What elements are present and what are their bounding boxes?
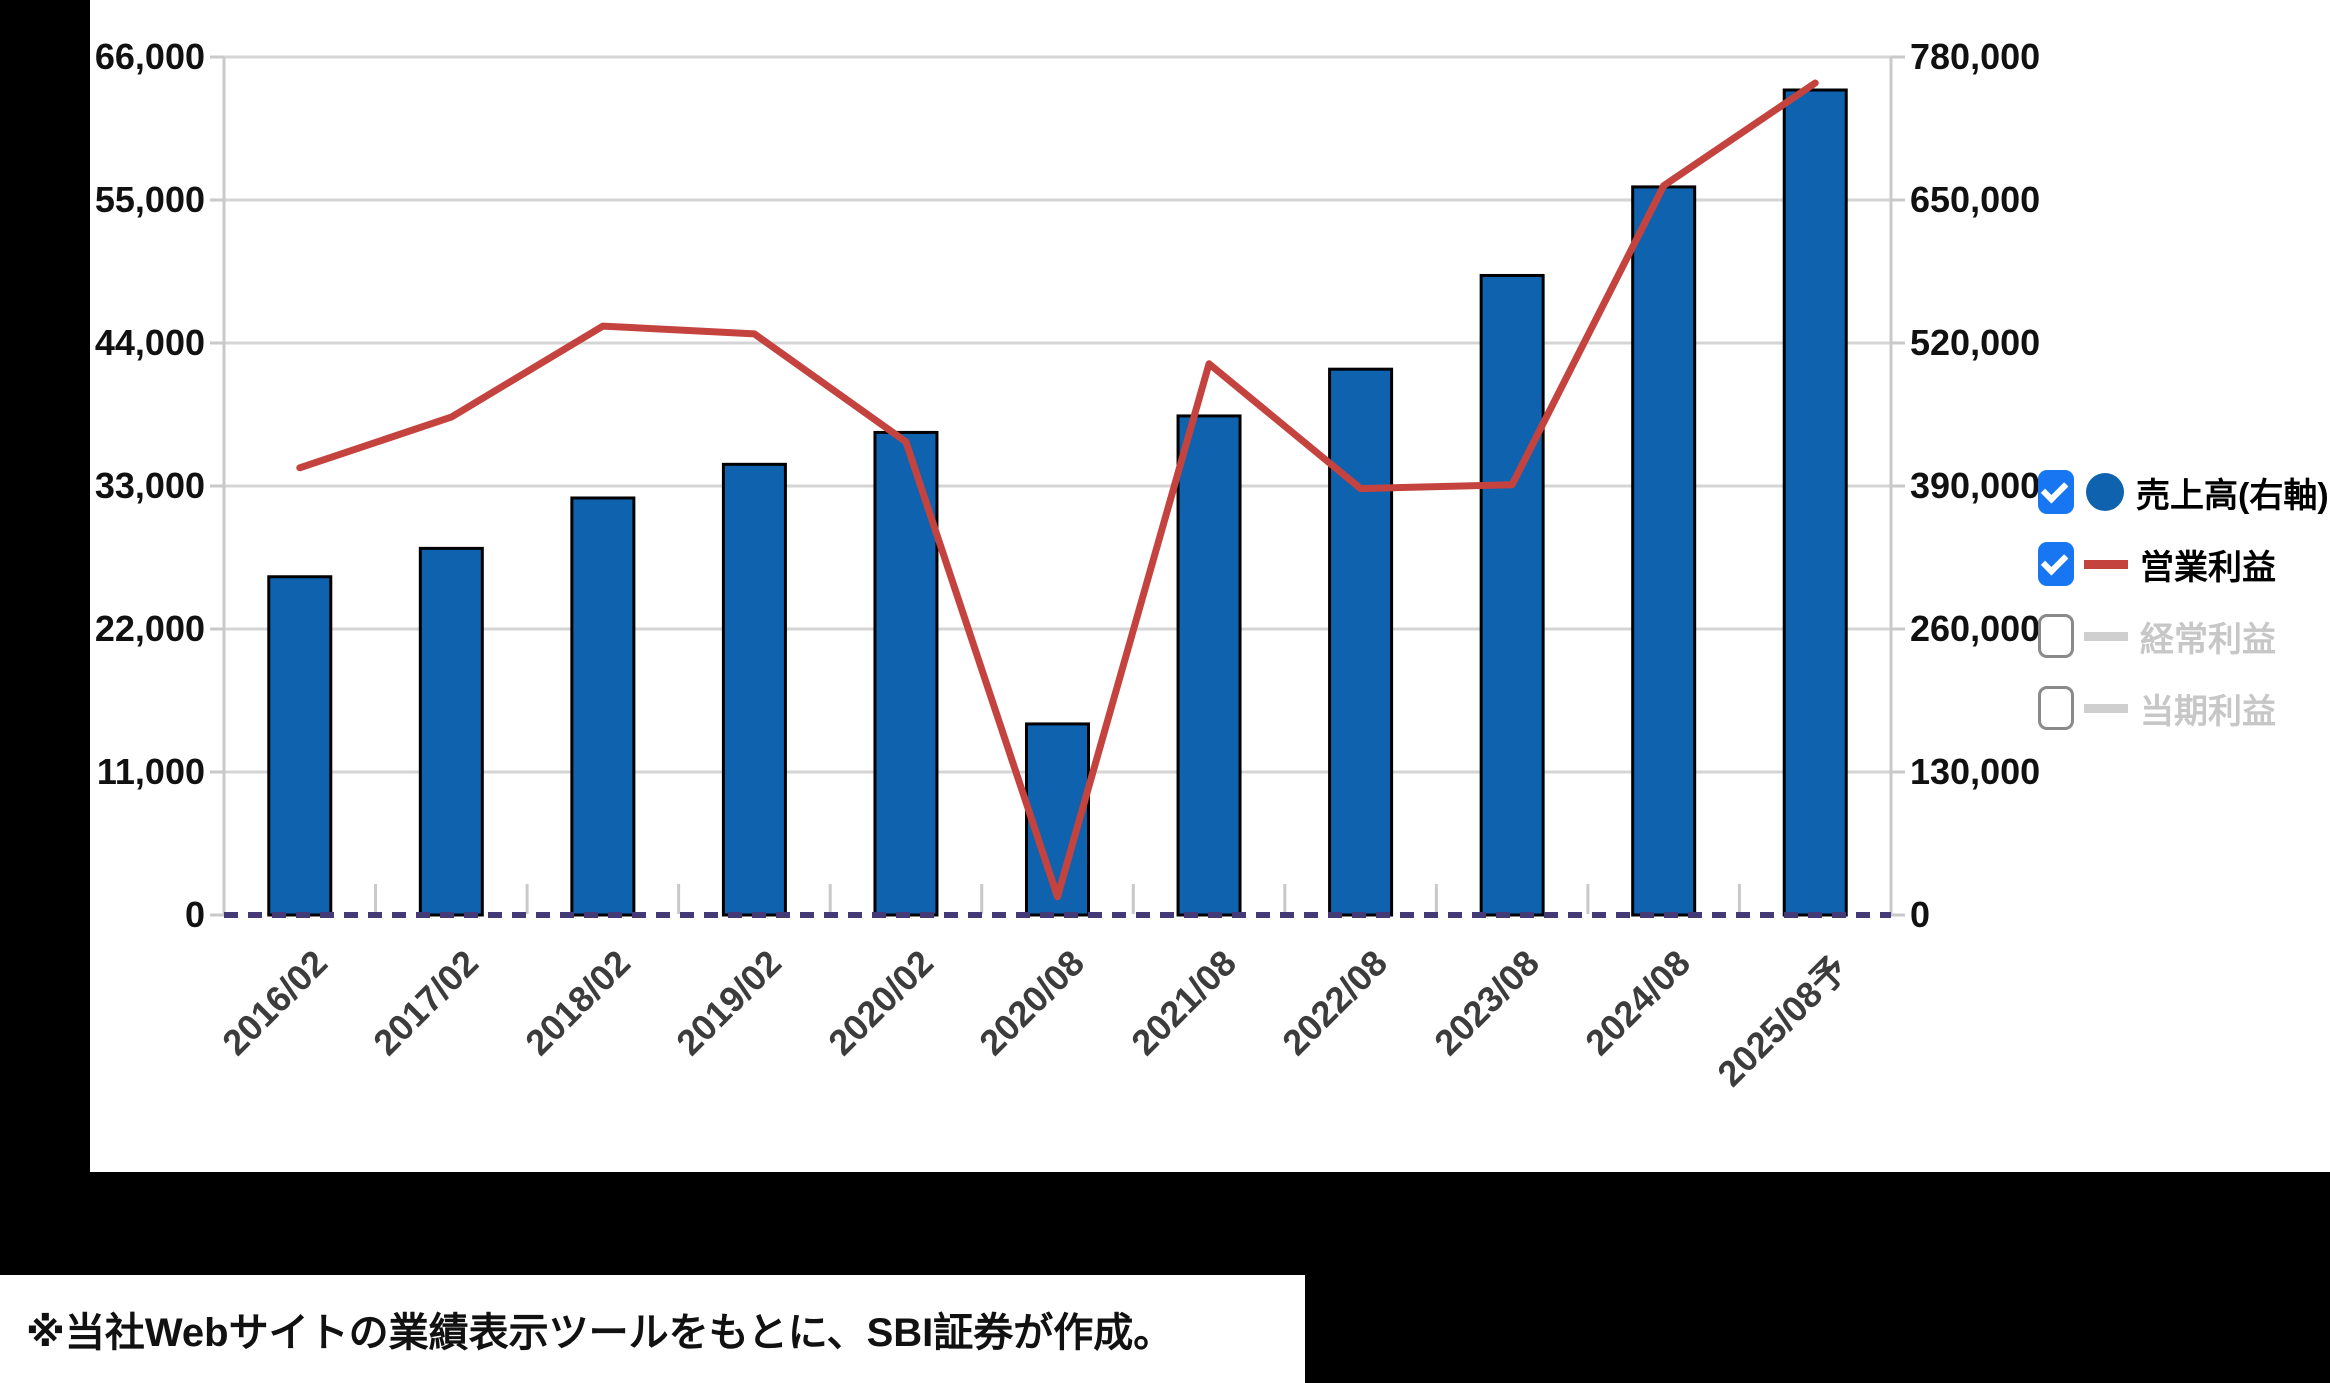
right-axis-tick: 130,000 [1910,751,2041,792]
source-note-box: ※当社Webサイトの業績表示ツールをもとに、SBI証券が作成。 [0,1275,1305,1383]
legend-label-ordinary-profit: 経常利益 [2140,620,2276,659]
left-axis-tick: 0 [184,894,205,935]
combo-chart [210,55,1905,918]
revenue-bar [1782,88,1848,917]
net-profit-marker-line-icon [2084,703,2128,713]
right-axis-tick: 650,000 [1910,179,2041,220]
legend-label-net-profit: 当期利益 [2140,692,2276,731]
revenue-bar [1479,273,1545,917]
left-axis-tick: 44,000 [94,322,205,363]
right-axis-tick: 780,000 [1910,36,2041,77]
operating-profit-checkbox[interactable] [2038,542,2074,586]
operating-profit-marker-line-icon [2084,559,2128,569]
legend-item-operating-profit[interactable]: 営業利益 [2038,528,2330,600]
left-axis-tick: 55,000 [94,179,205,220]
check-icon [2040,547,2069,575]
revenue-bar [418,546,484,917]
left-axis-tick: 11,000 [96,751,205,792]
ordinary-profit-marker-line-icon [2084,631,2128,641]
legend-item-net-profit[interactable]: 当期利益 [2038,672,2330,744]
legend-label-revenue: 売上高(右軸) [2136,476,2329,515]
legend: 売上高(右軸) 営業利益 経常利益 当期利益 [2038,456,2330,744]
legend-item-ordinary-profit[interactable]: 経常利益 [2038,600,2330,672]
legend-item-revenue[interactable]: 売上高(右軸) [2038,456,2330,528]
revenue-bar [1176,414,1242,917]
left-axis-tick: 66,000 [94,36,205,77]
left-axis-tick: 33,000 [94,465,205,506]
net-profit-checkbox[interactable] [2038,686,2074,730]
ordinary-profit-checkbox[interactable] [2038,614,2074,658]
revenue-checkbox[interactable] [2038,470,2074,514]
revenue-marker-circle-icon [2086,473,2124,511]
revenue-bar [267,575,333,917]
check-icon [2040,475,2069,503]
revenue-bar [1631,185,1697,917]
source-note-text: ※当社Webサイトの業績表示ツールをもとに、SBI証券が作成。 [26,1311,1174,1355]
right-axis-tick: 0 [1910,894,1931,935]
legend-label-operating-profit: 営業利益 [2140,548,2276,587]
right-axis-tick: 390,000 [1910,465,2041,506]
revenue-bar [721,462,787,917]
revenue-bar [1328,367,1394,917]
right-axis-tick: 520,000 [1910,322,2041,363]
right-axis-tick: 260,000 [1910,608,2041,649]
revenue-bar [570,496,636,917]
operating-profit-line [296,79,1819,901]
left-axis-tick: 22,000 [94,608,205,649]
